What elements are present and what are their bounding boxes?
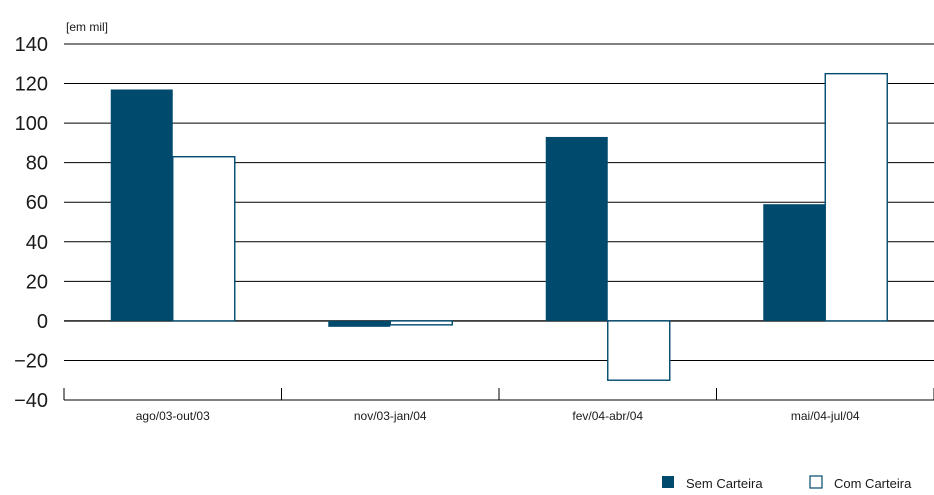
unit-label: [em mil]	[66, 20, 108, 34]
x-tick-label: nov/03-jan/04	[354, 409, 427, 423]
bar-sem-carteira	[763, 204, 826, 321]
x-tick-label: mai/04-jul/04	[791, 409, 860, 423]
bar-com-carteira	[824, 72, 888, 322]
y-tick-label: 60	[26, 192, 48, 214]
x-tick-label: ago/03-out/03	[136, 409, 210, 423]
bar-sem-carteira	[110, 89, 173, 321]
legend-label-sem-carteira: Sem Carteira	[686, 476, 763, 491]
bar-sem-carteira	[328, 320, 391, 327]
axes	[63, 388, 934, 401]
bar-com-carteira	[607, 320, 671, 381]
y-tick-label: 80	[26, 153, 48, 175]
x-tick-labels: ago/03-out/03 nov/03-jan/04 fev/04-abr/04 m…	[136, 409, 860, 423]
y-tick-label: 0	[37, 311, 48, 333]
legend-swatch-com-carteira	[809, 475, 823, 489]
y-tick-label: 20	[26, 271, 48, 293]
y-tick-label: −20	[14, 350, 48, 372]
legend: Sem Carteira Com Carteira	[662, 475, 912, 491]
y-tick-label: 40	[26, 232, 48, 254]
bars	[110, 72, 888, 381]
legend-swatch-sem-carteira	[662, 476, 674, 488]
y-tick-label: 140	[15, 34, 48, 56]
y-tick-label: 120	[15, 74, 48, 96]
y-tick-labels: 140 120 100 80 60 40 20 0 −20 −40	[14, 34, 48, 412]
legend-label-com-carteira: Com Carteira	[834, 476, 912, 491]
y-tick-label: 100	[15, 113, 48, 135]
bar-com-carteira	[172, 156, 236, 322]
y-tick-label: −40	[14, 390, 48, 412]
bar-com-carteira	[389, 320, 453, 326]
x-tick-label: fev/04-abr/04	[572, 409, 643, 423]
bar-sem-carteira	[545, 136, 608, 321]
